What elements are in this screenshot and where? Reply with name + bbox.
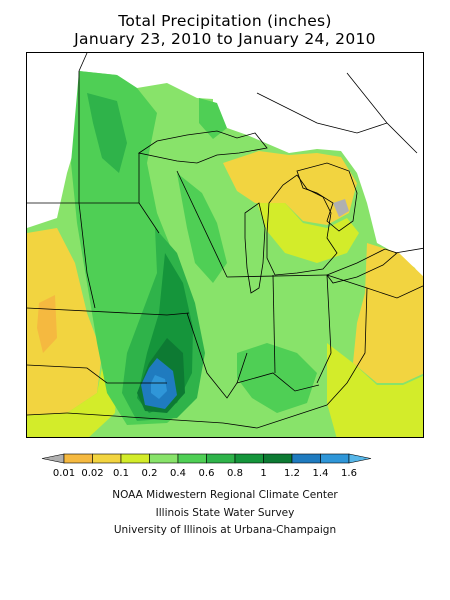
lower-michigan — [266, 174, 338, 276]
field-upper-green — [199, 98, 227, 139]
legend-tick-label: 0.8 — [227, 468, 243, 479]
legend-swatch — [120, 453, 150, 464]
field-east-lime — [327, 343, 423, 437]
state-line-17 — [256, 92, 388, 134]
credit-noaa: NOAA Midwestern Regional Climate Center — [112, 489, 338, 501]
legend-tick-label: 1.6 — [341, 468, 357, 479]
legend-tick-label: 1.2 — [284, 468, 300, 479]
state-line-6 — [272, 274, 276, 374]
state-line-10 — [176, 170, 228, 278]
state-line-15 — [27, 364, 167, 384]
field-west-lime — [27, 353, 117, 437]
state-line-16 — [394, 247, 423, 254]
state-line-4 — [27, 412, 68, 416]
legend-tick-label: 1.4 — [313, 468, 329, 479]
state-line-9 — [138, 153, 160, 234]
field-west-yellow — [27, 228, 102, 415]
boundaries — [27, 53, 423, 429]
legend-swatch — [149, 453, 179, 464]
precipitation-map-svg — [27, 53, 423, 437]
state-line-19 — [346, 72, 418, 154]
legend-swatch — [291, 453, 321, 464]
credit-isws: Illinois State Water Survey — [155, 507, 295, 519]
precipitation-map — [26, 52, 424, 438]
field-grey-patch — [333, 199, 349, 217]
legend-swatch — [41, 453, 65, 464]
lake-erie — [326, 248, 398, 284]
field-southeast-green — [237, 343, 317, 413]
precipitation-field — [27, 71, 423, 437]
legend-color-bar — [41, 453, 372, 464]
legend-tick-label: 0.02 — [81, 468, 103, 479]
legend-tick-label: 1 — [260, 468, 266, 479]
legend-tick-labels: 0.01 0.02 0.1 0.2 0.4 0.6 0.8 1 1.2 1.4 1.6 — [53, 468, 357, 479]
legend-tick-label: 0.4 — [170, 468, 186, 479]
state-line-5 — [226, 274, 328, 278]
legend-swatch — [177, 453, 207, 464]
credit-uiuc: University of Illinois at Urbana-Champai… — [113, 524, 337, 536]
state-line-18 — [78, 53, 88, 72]
legend-swatch — [234, 453, 264, 464]
state-line-8 — [78, 71, 96, 309]
legend-swatch — [348, 453, 372, 464]
state-line-7 — [316, 274, 332, 384]
legend-tick-label: 0.1 — [113, 468, 129, 479]
field-michigan-yellow — [223, 151, 357, 225]
legend-swatch — [92, 453, 122, 464]
precipitation-legend: 0.01 0.02 0.1 0.2 0.4 0.6 0.8 1 1.2 1.4 1.6 — [41, 453, 372, 479]
field-mn-green — [87, 93, 127, 173]
legend-swatch — [63, 453, 93, 464]
state-line-13 — [326, 274, 423, 299]
legend-tick-label: 0.01 — [53, 468, 75, 479]
state-line-3 — [66, 404, 328, 429]
map-date-range: January 23, 2010 to January 24, 2010 — [74, 30, 376, 48]
state-line-2 — [27, 307, 190, 316]
state-line-12 — [236, 372, 320, 392]
state-line-11 — [186, 312, 248, 399]
lake-michigan — [244, 202, 266, 294]
legend-tick-label: 0.6 — [199, 468, 215, 479]
field-max-light-blue — [151, 375, 167, 399]
legend-swatch — [263, 453, 293, 464]
field-wi-green — [177, 173, 227, 283]
legend-tick-label: 0.2 — [142, 468, 158, 479]
map-title: Total Precipitation (inches) — [118, 12, 332, 30]
legend-swatch — [320, 453, 350, 464]
state-line-14 — [326, 287, 368, 406]
legend-swatch — [206, 453, 236, 464]
lake-superior — [137, 130, 268, 164]
field-east-yellow — [353, 243, 423, 383]
